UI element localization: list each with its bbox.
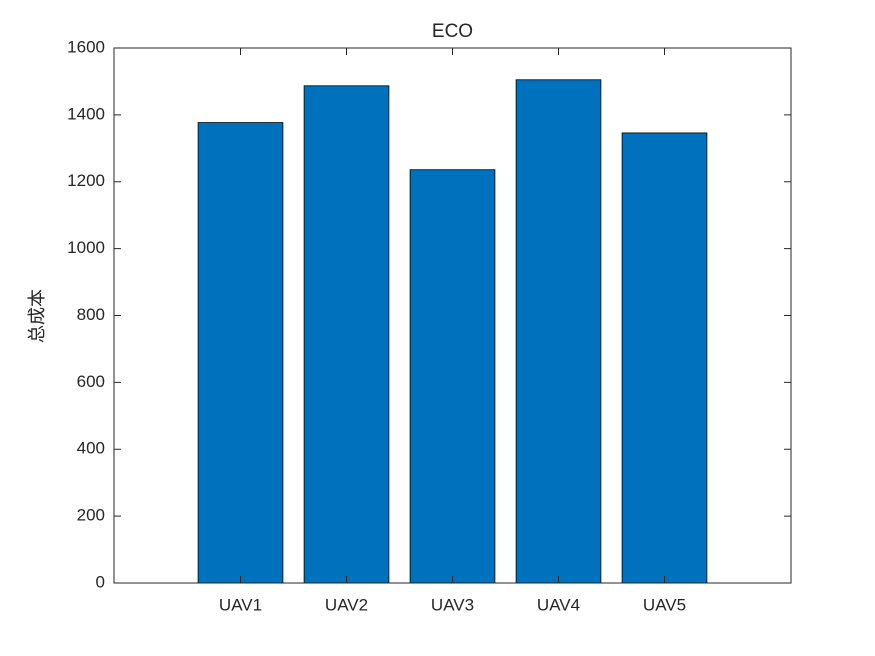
x-tick-label: UAV2 bbox=[325, 595, 368, 614]
bar bbox=[409, 169, 496, 584]
y-tick-label: 200 bbox=[77, 506, 105, 525]
x-tick-label: UAV4 bbox=[537, 595, 580, 614]
y-tick-label: 1400 bbox=[67, 104, 105, 123]
bar bbox=[197, 122, 284, 584]
y-axis-label: 总成本 bbox=[27, 289, 47, 343]
y-tick-label: 1000 bbox=[67, 238, 105, 257]
y-tick-label: 1600 bbox=[67, 37, 105, 56]
x-tick-label: UAV3 bbox=[431, 595, 474, 614]
y-tick-label: 0 bbox=[96, 572, 105, 591]
bar bbox=[303, 85, 390, 584]
x-tick-label: UAV1 bbox=[219, 595, 262, 614]
bar bbox=[515, 79, 602, 584]
y-tick-label: 800 bbox=[77, 305, 105, 324]
bar bbox=[621, 132, 708, 584]
x-tick-label: UAV5 bbox=[643, 595, 686, 614]
y-tick-label: 400 bbox=[77, 439, 105, 458]
axes-box bbox=[113, 47, 792, 584]
chart-title: ECO bbox=[432, 21, 473, 42]
y-tick-label: 1200 bbox=[67, 171, 105, 190]
y-tick-label: 600 bbox=[77, 372, 105, 391]
